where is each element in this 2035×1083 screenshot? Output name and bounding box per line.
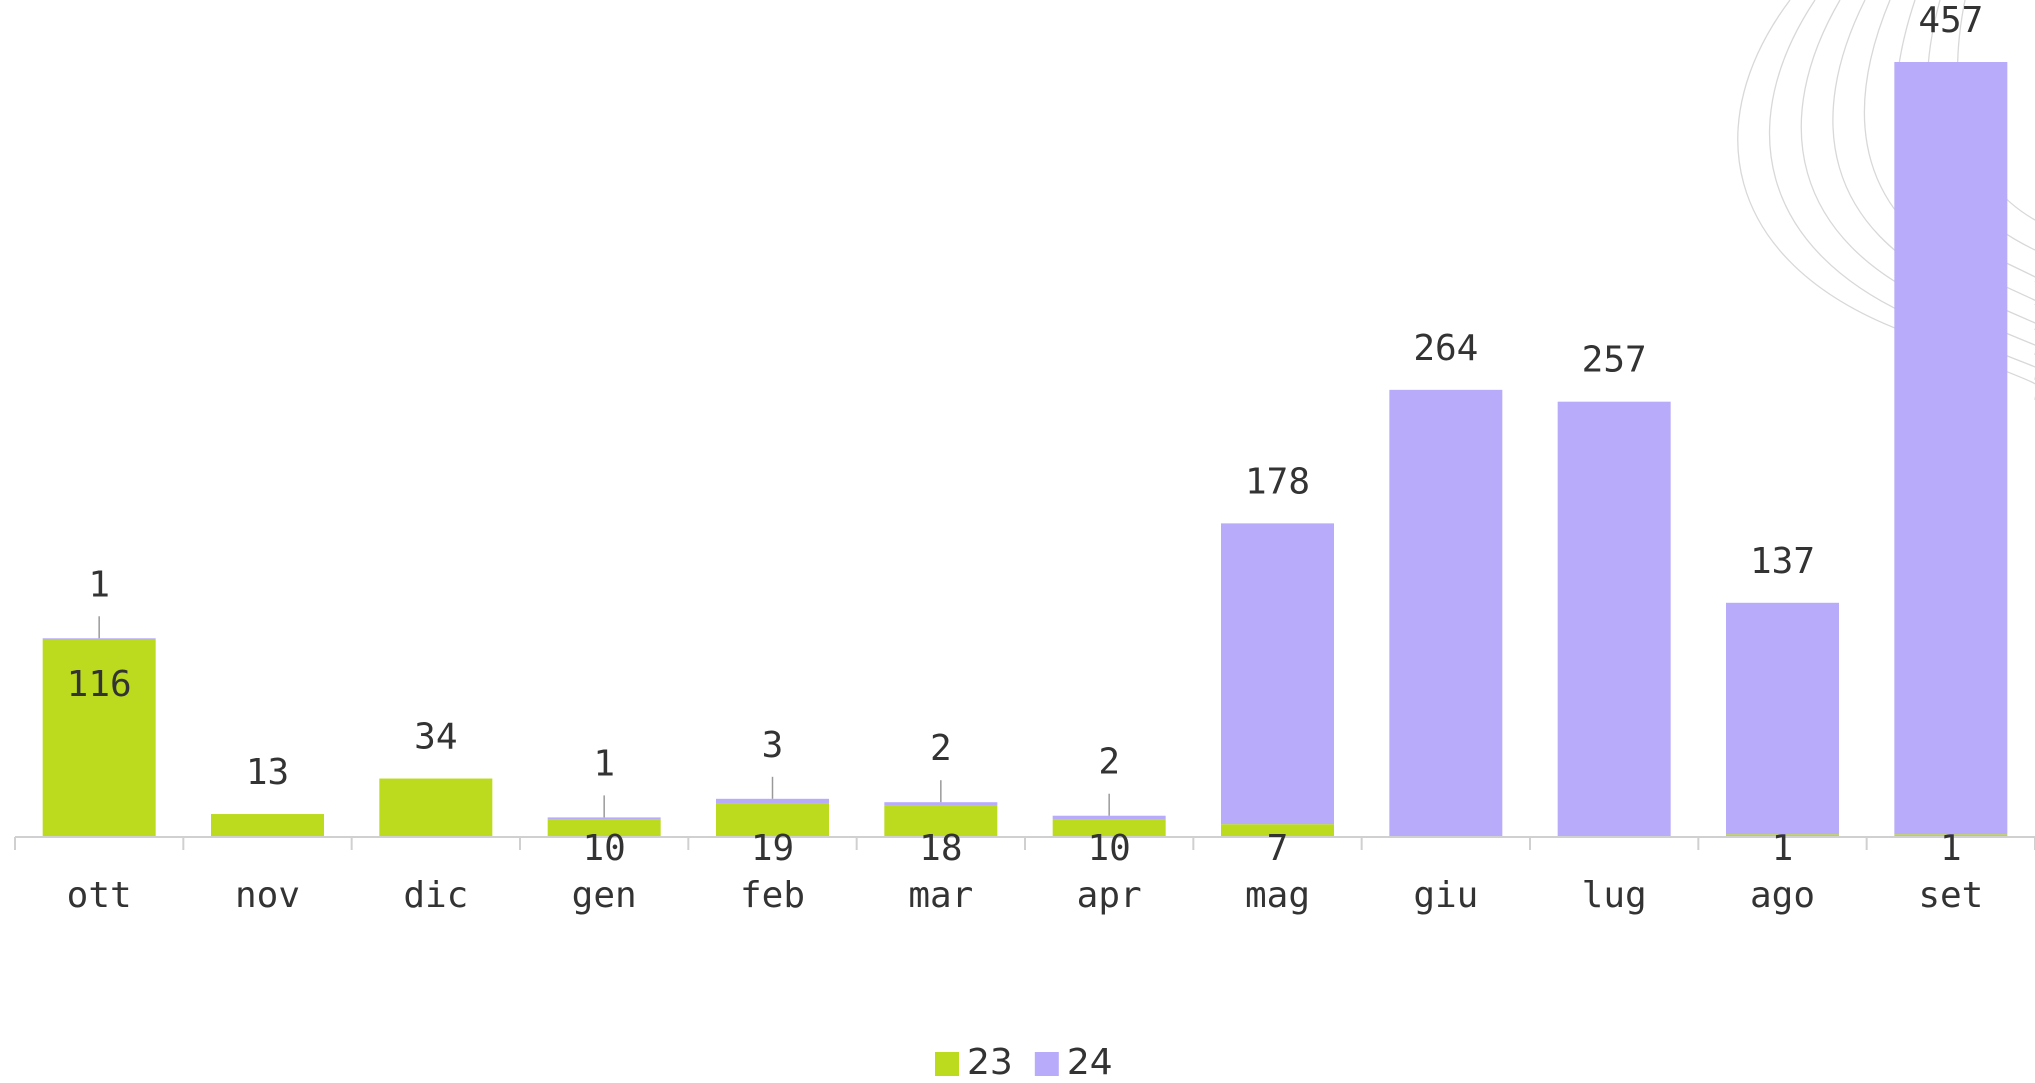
data-label: 19 (751, 828, 794, 869)
data-label: 457 (1918, 0, 1983, 41)
bar-segment (1557, 401, 1671, 836)
data-label: 18 (919, 828, 962, 869)
bar-segment (547, 819, 661, 836)
plot: ott 116 1 nov 13 dic 34 gen 10 1 feb 19 3 mar 18 2 apr 10… (14, 0, 2035, 916)
bar-segment (716, 803, 829, 836)
x-tick-label: lug (1582, 875, 1647, 916)
bar-segment (1221, 824, 1334, 836)
data-label: 1 (88, 564, 110, 605)
data-label: 10 (582, 828, 625, 869)
data-label: 13 (246, 752, 289, 793)
bar-segment (1221, 523, 1334, 825)
data-label: 34 (414, 717, 457, 758)
bar-segment (1052, 815, 1166, 820)
x-tick-label: ago (1750, 875, 1815, 916)
bar-segment (379, 778, 493, 836)
bar-segment (1894, 834, 2008, 836)
data-label: 3 (762, 725, 784, 766)
x-tick-label: set (1918, 875, 1983, 916)
bar-segment (716, 798, 829, 804)
bar-segment (1894, 62, 2008, 835)
x-tick-label: ott (67, 875, 132, 916)
x-tick-label: giu (1413, 875, 1478, 916)
data-label: 1 (1772, 828, 1794, 869)
legend-swatch (1034, 1052, 1059, 1076)
data-label: 116 (67, 664, 132, 705)
bar-segment (42, 638, 156, 640)
bar-segment (1726, 834, 1839, 836)
x-tick-label: apr (1077, 875, 1142, 916)
bar-segment (211, 814, 324, 836)
legend: 23 24 (935, 1042, 1113, 1083)
data-label: 257 (1582, 340, 1647, 381)
data-label: 137 (1750, 541, 1815, 582)
data-label: 7 (1267, 828, 1289, 869)
bar-segment (884, 805, 998, 836)
bar-segment (547, 817, 661, 820)
bar-segment (884, 802, 998, 806)
bar-segment (1389, 389, 1503, 836)
legend-label: 23 (967, 1042, 1013, 1083)
x-tick-label: gen (572, 875, 637, 916)
x-tick-label: mag (1245, 875, 1310, 916)
data-label: 1 (1940, 828, 1962, 869)
data-label: 178 (1245, 461, 1310, 502)
data-label: 2 (1098, 742, 1120, 783)
data-label: 1 (593, 743, 615, 784)
bar-segment (42, 639, 156, 836)
data-label: 264 (1413, 328, 1478, 369)
bar-segment (1052, 819, 1166, 836)
x-tick-label: dic (403, 875, 468, 916)
legend-label: 24 (1067, 1042, 1113, 1083)
legend-swatch (935, 1052, 959, 1076)
bar-segment (1726, 602, 1839, 835)
data-label: 2 (930, 728, 952, 769)
x-tick-label: mar (908, 875, 973, 916)
data-label: 10 (1087, 828, 1130, 869)
x-tick-label: feb (740, 875, 805, 916)
x-tick-label: nov (235, 875, 300, 916)
